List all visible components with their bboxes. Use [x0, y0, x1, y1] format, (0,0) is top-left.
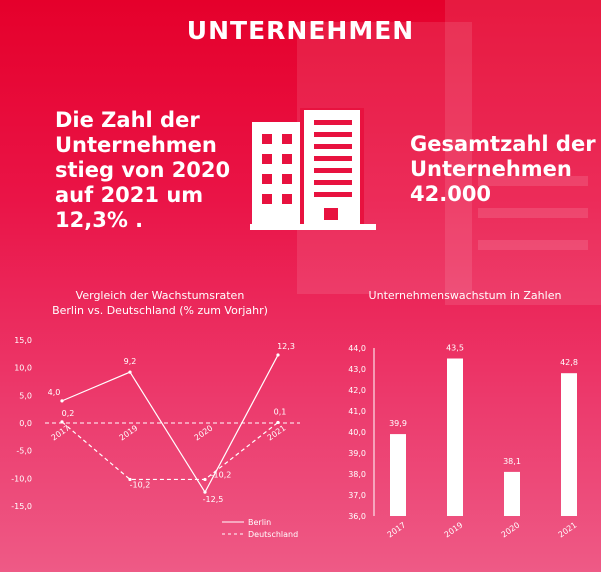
x-tick-label: 2019	[118, 423, 140, 442]
bar-chart-title: Unternehmenswachstum in Zahlen	[368, 289, 562, 302]
data-label: 0,1	[274, 407, 287, 416]
y-tick-label: 43,0	[348, 365, 366, 374]
total-statement: Gesamtzahl der Unternehmen 42.000	[410, 132, 600, 207]
bar-value-label: 39,9	[389, 419, 407, 428]
bar	[504, 471, 520, 516]
background-window-line	[478, 240, 588, 250]
x-tick-label: 2017	[386, 520, 408, 539]
data-point	[203, 490, 207, 494]
data-label: 0,2	[62, 409, 75, 418]
bar	[447, 358, 463, 516]
data-point	[276, 353, 280, 357]
series-line-berlin	[61, 354, 279, 494]
data-label: -10,2	[130, 480, 151, 489]
data-point	[276, 420, 280, 425]
y-tick-label: 37,0	[348, 491, 366, 500]
total-line: Gesamtzahl der	[410, 132, 596, 156]
growth-line: Unternehmen	[55, 133, 217, 157]
background-building-right	[445, 0, 601, 305]
data-point	[203, 477, 207, 482]
y-tick-label: -5,0	[16, 447, 32, 456]
y-tick-label: 40,0	[348, 428, 366, 437]
y-tick-label: 0,0	[19, 419, 32, 428]
bar-value-label: 43,5	[446, 344, 464, 353]
y-tick-label: 42,0	[348, 386, 366, 395]
growth-line: auf 2021 um	[55, 183, 204, 207]
data-point	[128, 370, 132, 374]
page-title: UNTERNEHMEN	[186, 16, 415, 45]
y-tick-label: 38,0	[348, 470, 366, 479]
line-chart-title-text: Vergleich der Wachstumsraten	[75, 289, 245, 302]
y-tick-label: 15,0	[14, 336, 32, 345]
background-window-line	[478, 176, 588, 186]
growth-line: stieg von 2020	[55, 158, 231, 182]
data-label: 4,0	[48, 388, 61, 397]
bar-chart: 44,0 43,0 42,0 41,0 40,0 39,0 38,0 37,0 36,0 39,9…	[348, 344, 579, 540]
y-tick-label: -15,0	[11, 502, 32, 511]
series-line-deutschland	[61, 421, 279, 481]
total-value: 42.000	[410, 182, 492, 206]
x-tick-label: 2021	[557, 520, 579, 539]
data-label: 12,3	[277, 342, 295, 351]
data-point	[128, 477, 132, 482]
data-point	[60, 420, 64, 424]
data-point	[60, 399, 64, 403]
data-label: 9,2	[124, 357, 137, 366]
x-tick-label: 2021	[266, 423, 288, 442]
y-tick-label: 44,0	[348, 344, 366, 353]
y-tick-label: 39,0	[348, 449, 366, 458]
legend-label-deutschland: Deutschland	[248, 530, 298, 539]
x-tick-label: 2019	[443, 520, 465, 539]
y-tick-label: 10,0	[14, 364, 32, 373]
y-tick-label: 41,0	[348, 407, 366, 416]
line-chart-title: Vergleich der Wachstumsraten Berlin vs. …	[20, 288, 300, 318]
bar	[561, 373, 577, 516]
office-building-icon	[250, 108, 376, 230]
x-tick-label: 2017	[50, 423, 72, 442]
bar-value-label: 42,8	[560, 358, 578, 367]
x-tick-label: 2020	[193, 423, 215, 442]
y-tick-label: 36,0	[348, 512, 366, 521]
legend-label-berlin: Berlin	[248, 518, 271, 527]
growth-line: 12,3% .	[55, 208, 144, 232]
x-tick-label: 2020	[500, 520, 522, 539]
y-tick-label: 5,0	[19, 391, 32, 400]
background-window-line	[478, 208, 588, 218]
growth-statement: Die Zahl der Unternehmen stieg von 2020 …	[55, 108, 255, 233]
y-tick-label: -10,0	[11, 474, 32, 483]
growth-line: Die Zahl der	[55, 108, 200, 132]
data-label: -12,5	[203, 495, 224, 504]
line-chart: 15,0 10,0 5,0 0,0 -5,0 -10,0 -15,0 2017 2019 2020…	[11, 336, 300, 539]
bar-value-label: 38,1	[503, 457, 521, 466]
bar	[390, 434, 406, 516]
data-label: -10,2	[211, 470, 232, 479]
total-line: Unternehmen	[410, 157, 572, 181]
line-chart-subtitle: Berlin vs. Deutschland (% zum Vorjahr)	[52, 304, 268, 317]
